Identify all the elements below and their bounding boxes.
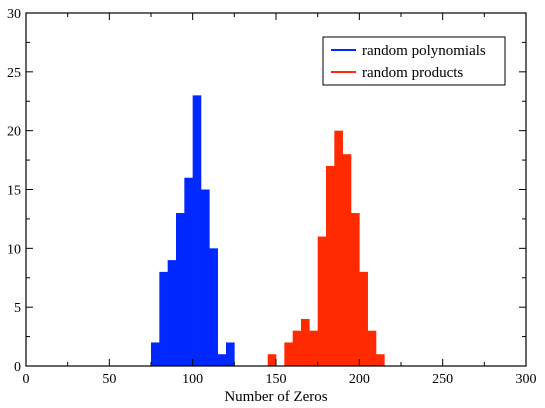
legend-label-1: random products <box>362 65 463 81</box>
y-tick-label: 5 <box>14 301 21 316</box>
histogram-bar-s1-b11 <box>367 330 377 366</box>
histogram-bar-s1-b4 <box>309 330 318 366</box>
x-tick-label: 0 <box>23 372 30 387</box>
histogram-bar-s1-b8 <box>342 154 352 366</box>
bars-group <box>151 95 385 366</box>
y-tick-label: 25 <box>7 66 21 81</box>
histogram-bar-s1-b0 <box>267 354 277 366</box>
legend-label-0: random polynomials <box>362 43 486 59</box>
histogram-bar-s0-b7 <box>209 248 218 366</box>
histogram-bar-s0-b4 <box>184 177 193 366</box>
x-tick-label: 50 <box>102 372 116 387</box>
x-tick-label: 100 <box>182 372 203 387</box>
legend: random polynomials random products <box>322 36 506 86</box>
histogram-bar-s1-b1 <box>284 342 293 366</box>
y-tick-label: 30 <box>7 7 21 22</box>
x-axis-title: Number of Zeros <box>224 389 327 405</box>
histogram-bar-s0-b9 <box>226 342 235 366</box>
histogram-bar-s1-b12 <box>376 354 385 366</box>
histogram-bar-s0-b1 <box>159 271 168 366</box>
histogram-bar-s1-b9 <box>351 213 360 366</box>
legend-box <box>322 36 506 86</box>
histogram-bar-s0-b3 <box>176 213 185 366</box>
y-tick-label: 15 <box>7 184 21 199</box>
histogram-bar-s1-b2 <box>292 330 302 366</box>
histogram-bar-s0-b8 <box>217 354 227 366</box>
histogram-bar-s0-b6 <box>201 189 210 366</box>
histogram-bar-s0-b2 <box>167 260 177 366</box>
histogram-bar-s1-b7 <box>334 130 343 366</box>
x-tick-label: 300 <box>516 372 537 387</box>
histogram-bar-s0-b0 <box>151 342 160 366</box>
x-tick-label: 150 <box>266 372 287 387</box>
y-axis-ticks: 0 5 10 15 20 25 30 <box>7 7 526 375</box>
x-tick-label: 200 <box>349 372 370 387</box>
y-tick-label: 20 <box>7 125 21 140</box>
histogram-bar-s1-b6 <box>326 165 335 366</box>
y-tick-label: 10 <box>7 242 21 257</box>
x-tick-label: 250 <box>432 372 453 387</box>
histogram-bar-s1-b5 <box>317 236 327 366</box>
x-axis-ticks: 0 50 100 150 200 250 300 <box>23 13 537 387</box>
histogram-bar-s0-b5 <box>192 95 202 366</box>
histogram-bar-s1-b10 <box>359 271 368 366</box>
y-tick-label: 0 <box>14 360 21 375</box>
histogram-bar-s1-b3 <box>301 318 310 366</box>
